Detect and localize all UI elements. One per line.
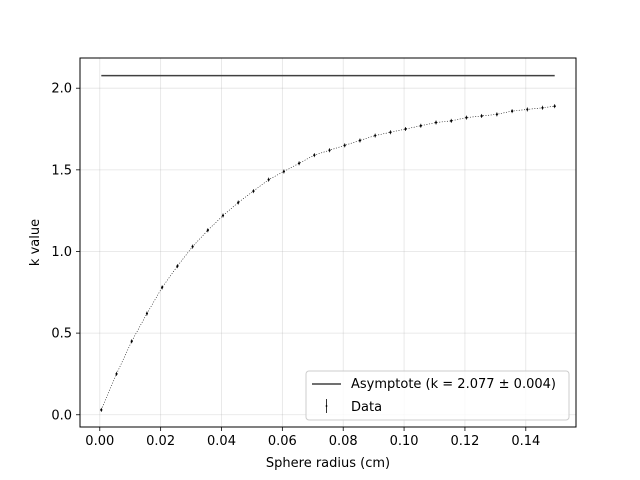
grid: [80, 58, 576, 427]
legend-data-swatch: [325, 399, 328, 413]
data-point: [465, 116, 468, 119]
plot-frame: [79, 57, 577, 428]
data-point: [100, 408, 103, 411]
data-point: [221, 214, 225, 217]
data-point: [282, 170, 285, 173]
data-point: [176, 265, 179, 268]
data-point: [541, 106, 544, 109]
y-tick-label: 0.5: [51, 327, 72, 342]
x-axis: 0.00 0.02 0.04 0.06 0.08 0.10 0.12 0.14: [85, 427, 540, 449]
x-axis-label: Sphere radius (cm): [266, 456, 390, 471]
data-point: [252, 189, 255, 193]
x-tick-label: 0.04: [207, 434, 236, 449]
data-point: [389, 131, 392, 134]
data-point: [434, 121, 438, 124]
data-point: [206, 229, 209, 232]
x-tick-label: 0.14: [511, 434, 540, 449]
y-tick-label: 1.5: [51, 163, 72, 178]
y-tick-label: 2.0: [51, 82, 72, 97]
data-point: [313, 154, 316, 157]
y-tick-label: 0.0: [51, 408, 72, 423]
data-point: [374, 134, 377, 137]
data-point: [267, 178, 270, 181]
x-tick-label: 0.12: [450, 434, 479, 449]
x-tick-label: 0.00: [85, 434, 114, 449]
data-point: [328, 149, 331, 152]
y-axis: 0.0 0.5 1.0 1.5 2.0: [51, 82, 80, 423]
x-tick-label: 0.02: [146, 434, 175, 449]
legend: Asymptote (k = 2.077 ± 0.004) Data: [305, 370, 570, 421]
data-point: [526, 108, 529, 111]
data-point: [358, 139, 362, 142]
y-tick-label: 1.0: [51, 245, 72, 260]
data-point: [237, 201, 240, 204]
legend-box: [305, 370, 570, 421]
data-point: [510, 109, 514, 113]
data-point: [419, 124, 422, 127]
data-point: [115, 372, 118, 376]
data-point: [130, 340, 133, 343]
legend-data-label: Data: [351, 400, 382, 415]
y-axis-label: k value: [28, 219, 43, 266]
data-point: [495, 113, 498, 116]
data-point: [161, 286, 164, 289]
data-point: [343, 144, 346, 147]
data-point: [297, 162, 301, 165]
data-point: [480, 114, 483, 118]
series-layer: [100, 74, 556, 412]
x-tick-label: 0.06: [268, 434, 297, 449]
data-point: [145, 312, 149, 315]
data-point: [553, 105, 556, 108]
data-point: [404, 127, 407, 131]
data-point: [191, 245, 194, 248]
x-tick-label: 0.08: [329, 434, 358, 449]
legend-asymptote-label: Asymptote (k = 2.077 ± 0.004): [351, 377, 556, 392]
data-point: [450, 119, 453, 122]
x-tick-label: 0.10: [390, 434, 419, 449]
